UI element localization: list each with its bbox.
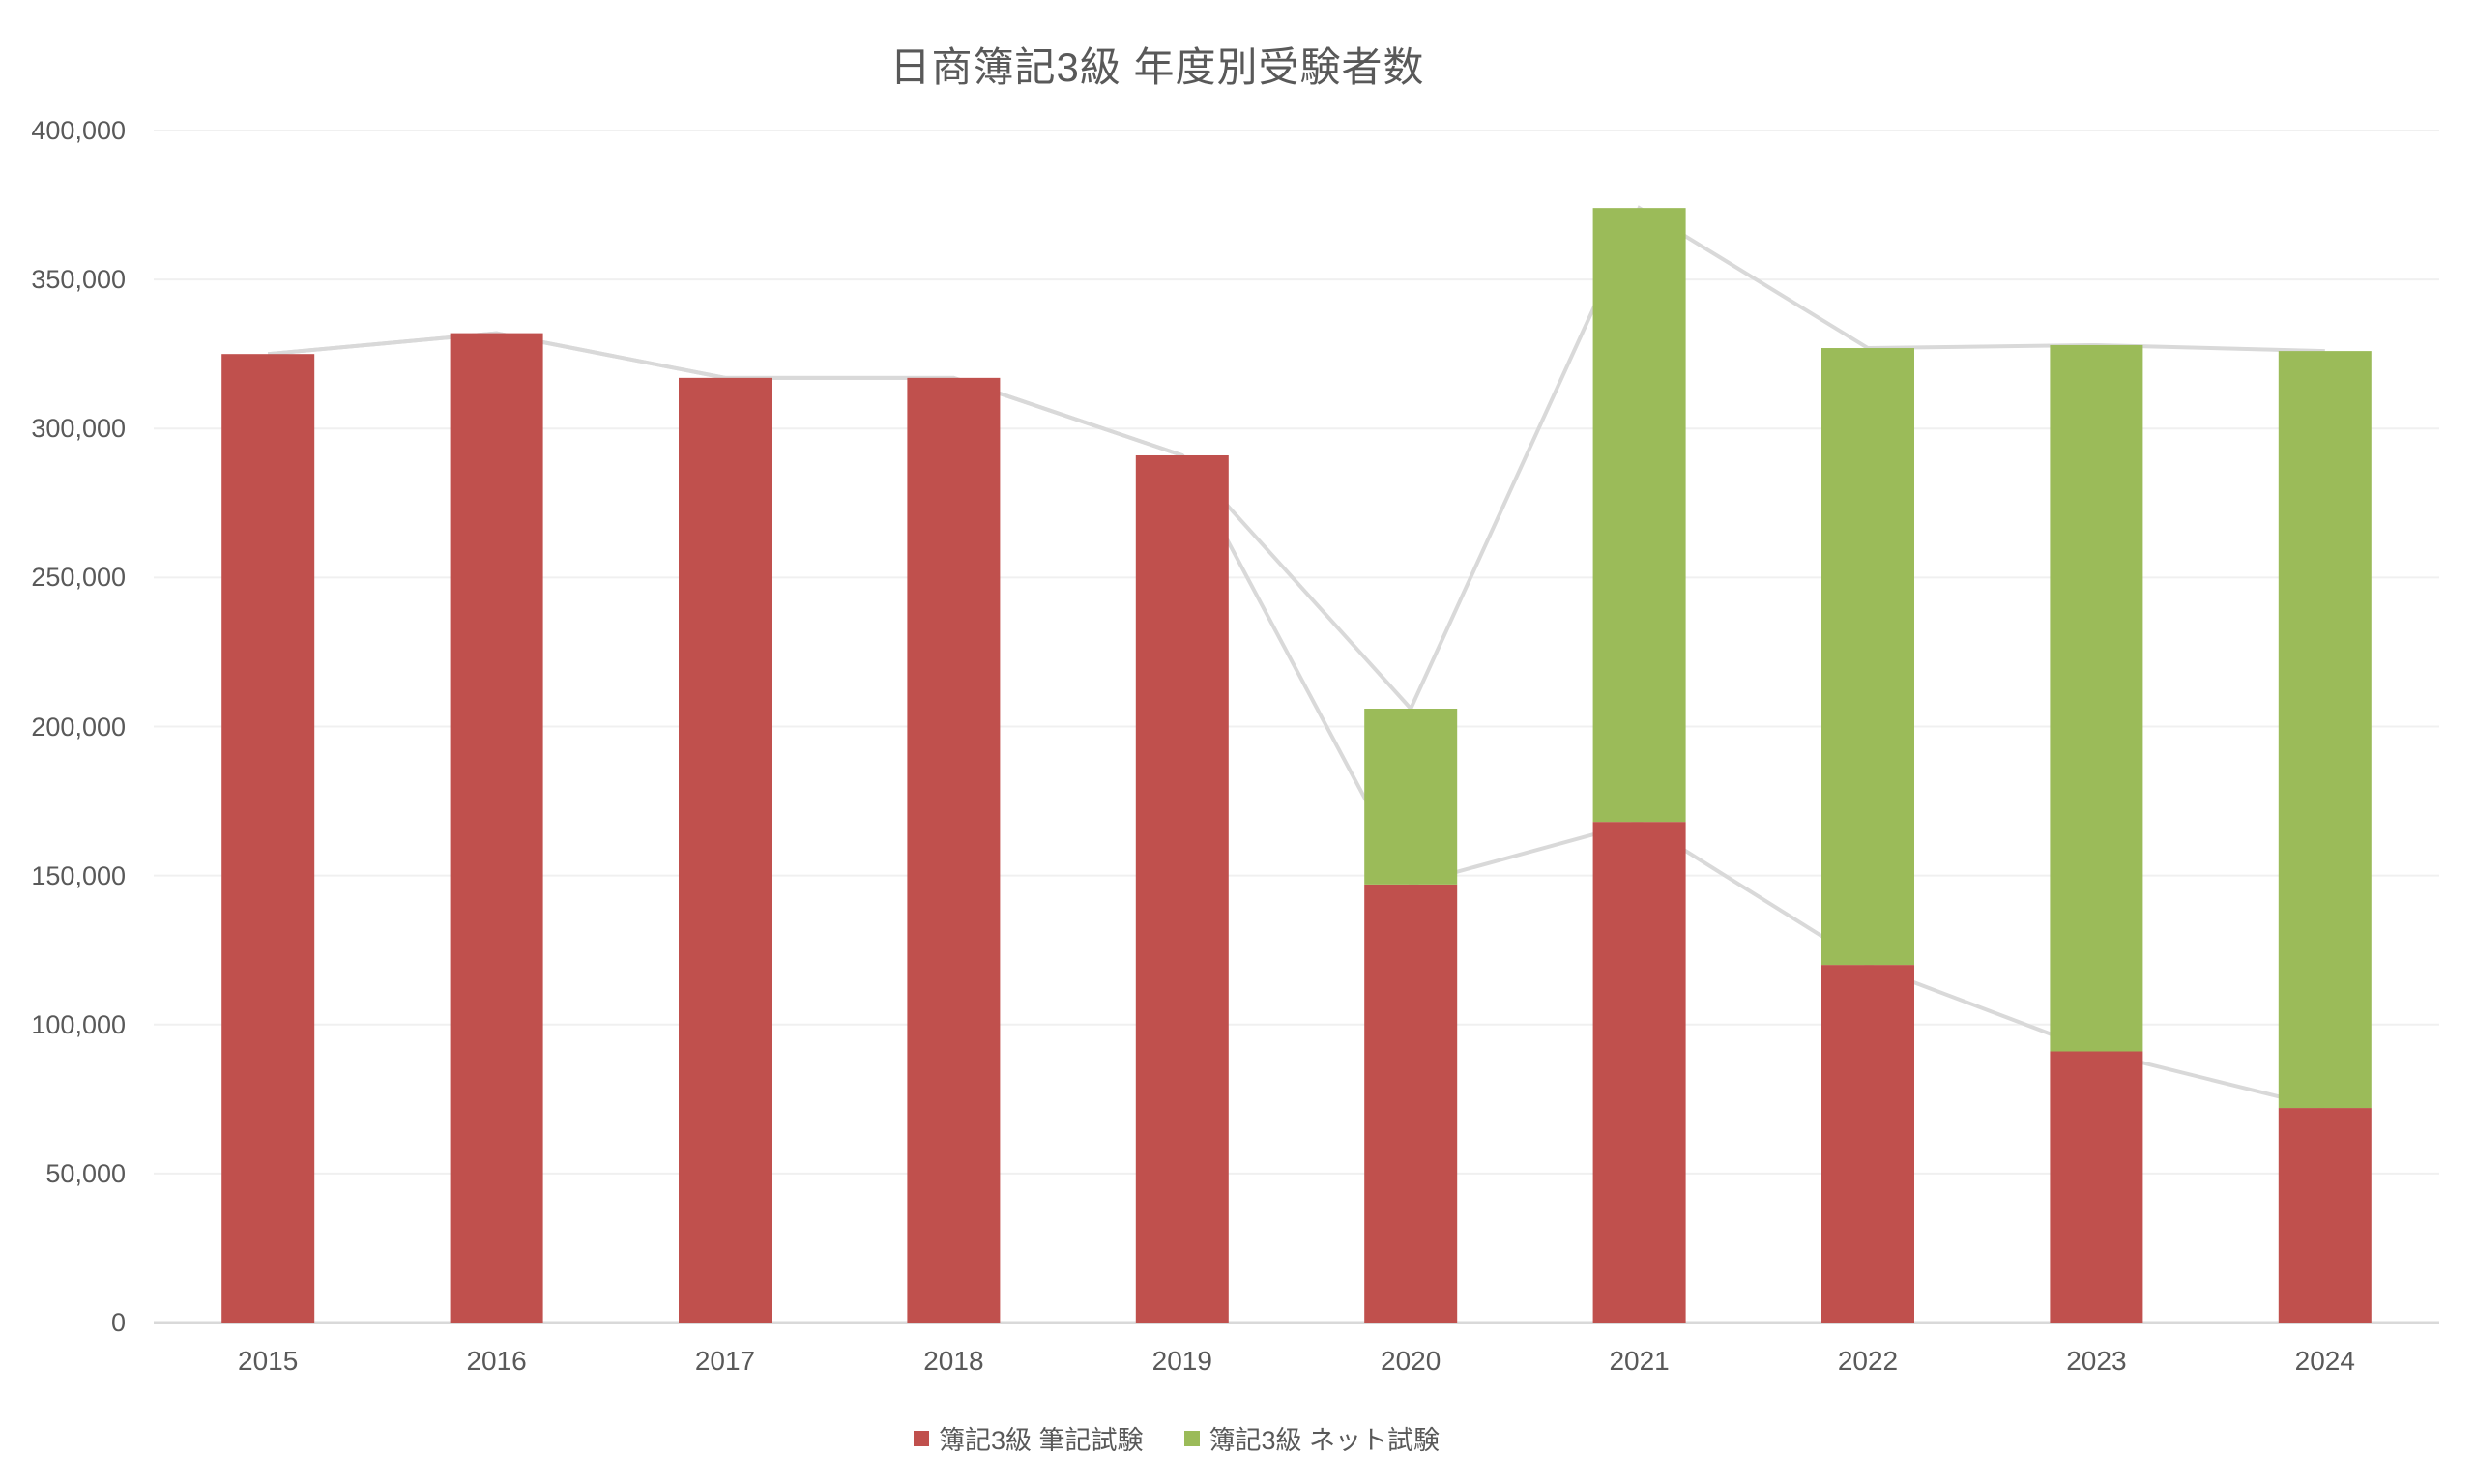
x-axis-category-label: 2024 xyxy=(2294,1346,2355,1376)
x-axis-category-label: 2016 xyxy=(466,1346,527,1376)
bar-2020-net xyxy=(1364,709,1458,885)
legend-label-net: 簿記3級 ネット試験 xyxy=(1208,1426,1441,1455)
legend-item-net: 簿記3級 ネット試験 xyxy=(1183,1419,1441,1457)
bar-2023-net xyxy=(2050,344,2143,1052)
x-axis-category-label: 2020 xyxy=(1381,1346,1441,1376)
x-axis-category-label: 2021 xyxy=(1609,1346,1670,1376)
x-axis-category-label: 2015 xyxy=(238,1346,299,1376)
y-axis-tick-label: 250,000 xyxy=(31,563,126,593)
bar-2021-written xyxy=(1592,822,1686,1323)
legend-item-written: 簿記3級 筆記試験 xyxy=(913,1419,1144,1457)
y-axis-tick-label: 100,000 xyxy=(31,1009,126,1039)
y-axis-tick-label: 150,000 xyxy=(31,860,126,890)
x-axis-category-label: 2017 xyxy=(694,1346,756,1376)
bar-2024-net xyxy=(2278,351,2372,1109)
x-axis-category-label: 2022 xyxy=(1837,1346,1899,1376)
x-axis-category-label: 2019 xyxy=(1151,1346,1212,1376)
totals-connector-line xyxy=(268,205,2325,713)
x-axis-category-label: 2018 xyxy=(923,1346,984,1376)
bar-2019-written xyxy=(1135,454,1229,1323)
chart-legend: 簿記3級 筆記試験 簿記3級 ネット試験 xyxy=(0,1419,2353,1457)
y-axis-tick-label: 50,000 xyxy=(45,1158,126,1188)
bar-2022-net xyxy=(1821,348,1914,966)
legend-label-written: 簿記3級 筆記試験 xyxy=(938,1426,1144,1455)
bar-2017-written xyxy=(679,377,772,1323)
legend-swatch-net-icon xyxy=(1183,1430,1200,1446)
y-axis-tick-label: 300,000 xyxy=(31,414,126,444)
bar-2018-written xyxy=(907,377,1001,1323)
bar-2016-written xyxy=(450,333,543,1323)
y-axis-tick-label: 200,000 xyxy=(31,712,126,742)
x-axis-category-label: 2023 xyxy=(2066,1346,2127,1376)
bar-2015-written xyxy=(221,354,315,1323)
y-axis-tick-label: 0 xyxy=(110,1308,126,1337)
y-axis-tick-label: 350,000 xyxy=(31,265,126,295)
y-axis-tick-label: 400,000 xyxy=(31,116,126,145)
legend-swatch-written-icon xyxy=(913,1430,929,1446)
written-connector-line xyxy=(268,331,2326,1111)
bar-2022-written xyxy=(1821,965,1914,1323)
bar-2021-net xyxy=(1592,208,1686,823)
bar-2023-written xyxy=(2050,1051,2143,1323)
chart-title: 日商簿記3級 年度別受験者数 xyxy=(889,44,1425,90)
bar-2024-written xyxy=(2278,1108,2372,1323)
bar-2020-written xyxy=(1364,884,1458,1323)
